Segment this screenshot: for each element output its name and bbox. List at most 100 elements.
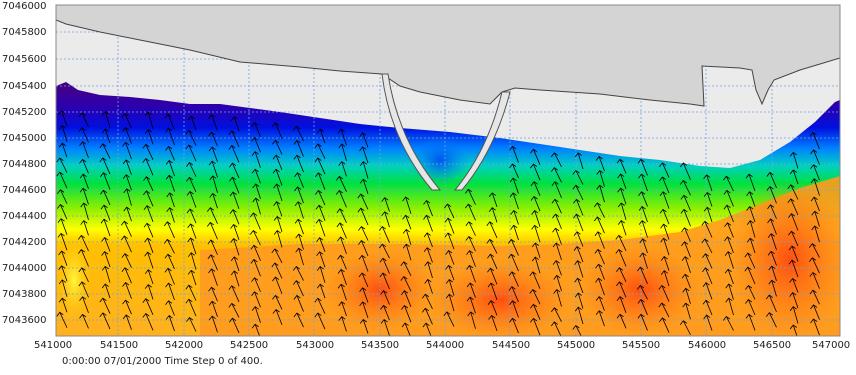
vector-arrow-head [702, 299, 710, 305]
vector-arrow-head [594, 231, 602, 237]
vector-arrow-head [58, 142, 66, 148]
vector-arrow-head [487, 300, 495, 305]
vector-arrow-head [381, 211, 389, 216]
vector-arrow [104, 111, 111, 128]
vector-arrow-head [272, 294, 280, 300]
vector-arrow [704, 221, 713, 238]
vector-arrow [513, 225, 519, 241]
vector-arrow [640, 159, 648, 176]
vector-arrow [82, 174, 89, 190]
vector-arrow-head [315, 204, 323, 210]
vector-arrow-head [422, 322, 430, 328]
vector-arrow-head [789, 169, 797, 175]
vector-arrow-head [123, 206, 131, 212]
vector-arrow-head [101, 128, 109, 134]
vector-arrow-head [314, 312, 322, 318]
vector-arrow-head [80, 202, 88, 208]
vector-arrow-head [638, 220, 646, 225]
vector-arrow [403, 276, 412, 292]
vector-arrow-head [639, 252, 647, 258]
vector-arrow-head [530, 181, 538, 186]
vector-arrow-head [682, 302, 690, 308]
vector-arrow-head [338, 143, 346, 149]
vector-arrow [749, 238, 756, 254]
vector-arrow-head [810, 164, 818, 169]
vector-arrow-head [595, 277, 603, 283]
vector-arrow-head [531, 224, 539, 230]
vector-arrow [770, 251, 777, 266]
vector-arrow [233, 224, 240, 241]
vector-arrow-head [359, 301, 367, 307]
vector-arrow [146, 190, 154, 207]
vector-arrow [791, 231, 799, 247]
y-tick-label: 7045000 [2, 133, 47, 144]
vector-arrow [553, 321, 562, 336]
vector-arrow [685, 288, 691, 304]
vector-arrow-head [79, 173, 87, 179]
vector-arrow [598, 310, 605, 327]
vector-arrow [275, 155, 283, 171]
vector-arrow-head [295, 233, 303, 239]
vector-arrow [296, 140, 304, 157]
vector-arrow-head [79, 158, 87, 164]
vector-arrow-head [808, 257, 817, 262]
vector-arrow [662, 191, 670, 209]
vector-arrow-head [615, 248, 623, 254]
vector-arrow [792, 292, 799, 309]
vector-arrow-head [208, 268, 216, 274]
vector-arrow-head [57, 232, 65, 238]
vector-arrow-head [594, 248, 602, 254]
vector-arrow [556, 289, 562, 307]
vector-arrow [104, 283, 111, 299]
vector-arrow [362, 301, 369, 319]
vector-arrow-head [79, 141, 87, 147]
vector-arrow [813, 164, 820, 181]
vector-arrow-head [78, 127, 86, 132]
vector-arrow-head [617, 187, 625, 193]
y-tick-label: 7045800 [2, 27, 47, 38]
vector-arrow-head [293, 294, 301, 300]
vector-arrow [297, 172, 304, 188]
vector-arrow [103, 204, 111, 221]
vector-arrow [490, 268, 498, 285]
vector-arrow-head [144, 111, 152, 117]
vector-arrow-head [724, 268, 732, 274]
vector-arrow [598, 264, 605, 280]
vector-arrow [770, 233, 777, 250]
vector-arrow [274, 248, 283, 264]
vector-arrow-head [487, 253, 495, 259]
vector-arrow [147, 252, 154, 269]
vector-arrow [254, 151, 261, 168]
vector-arrow [469, 250, 476, 267]
vector-arrow [210, 254, 218, 271]
vector-arrow [168, 300, 175, 316]
vector-arrow [726, 190, 734, 207]
vector-arrow-head [680, 194, 688, 200]
vector-arrow-head [788, 213, 796, 218]
vector-arrow-head [228, 302, 236, 308]
vector-arrow [511, 271, 519, 287]
vector-arrow [168, 315, 175, 332]
vector-arrow-head [550, 152, 559, 158]
vector-arrow [125, 159, 132, 175]
vector-arrow [317, 157, 326, 175]
vector-arrow [727, 222, 734, 238]
vector-arrow [362, 146, 369, 164]
vector-arrow-head [163, 238, 172, 244]
vector-arrow [641, 206, 648, 223]
x-axis: 541000 541500 542000 542500 543000 54350… [34, 340, 850, 351]
vector-arrow [361, 272, 369, 288]
vector-arrow [232, 177, 240, 194]
contour-pale-zone [56, 235, 92, 325]
vector-arrow [619, 159, 627, 174]
vector-arrow-head [251, 151, 259, 156]
vector-arrow-head [316, 251, 324, 257]
vector-arrow-head [293, 139, 301, 145]
vector-arrow-head [122, 174, 130, 180]
vector-arrow [125, 314, 132, 330]
vector-arrow-head [530, 163, 538, 169]
vector-arrow-head [615, 234, 623, 240]
time-step-status: 0:00:00 07/01/2000 Time Step 0 of 400. [62, 356, 263, 367]
vector-arrow-head [745, 313, 753, 319]
